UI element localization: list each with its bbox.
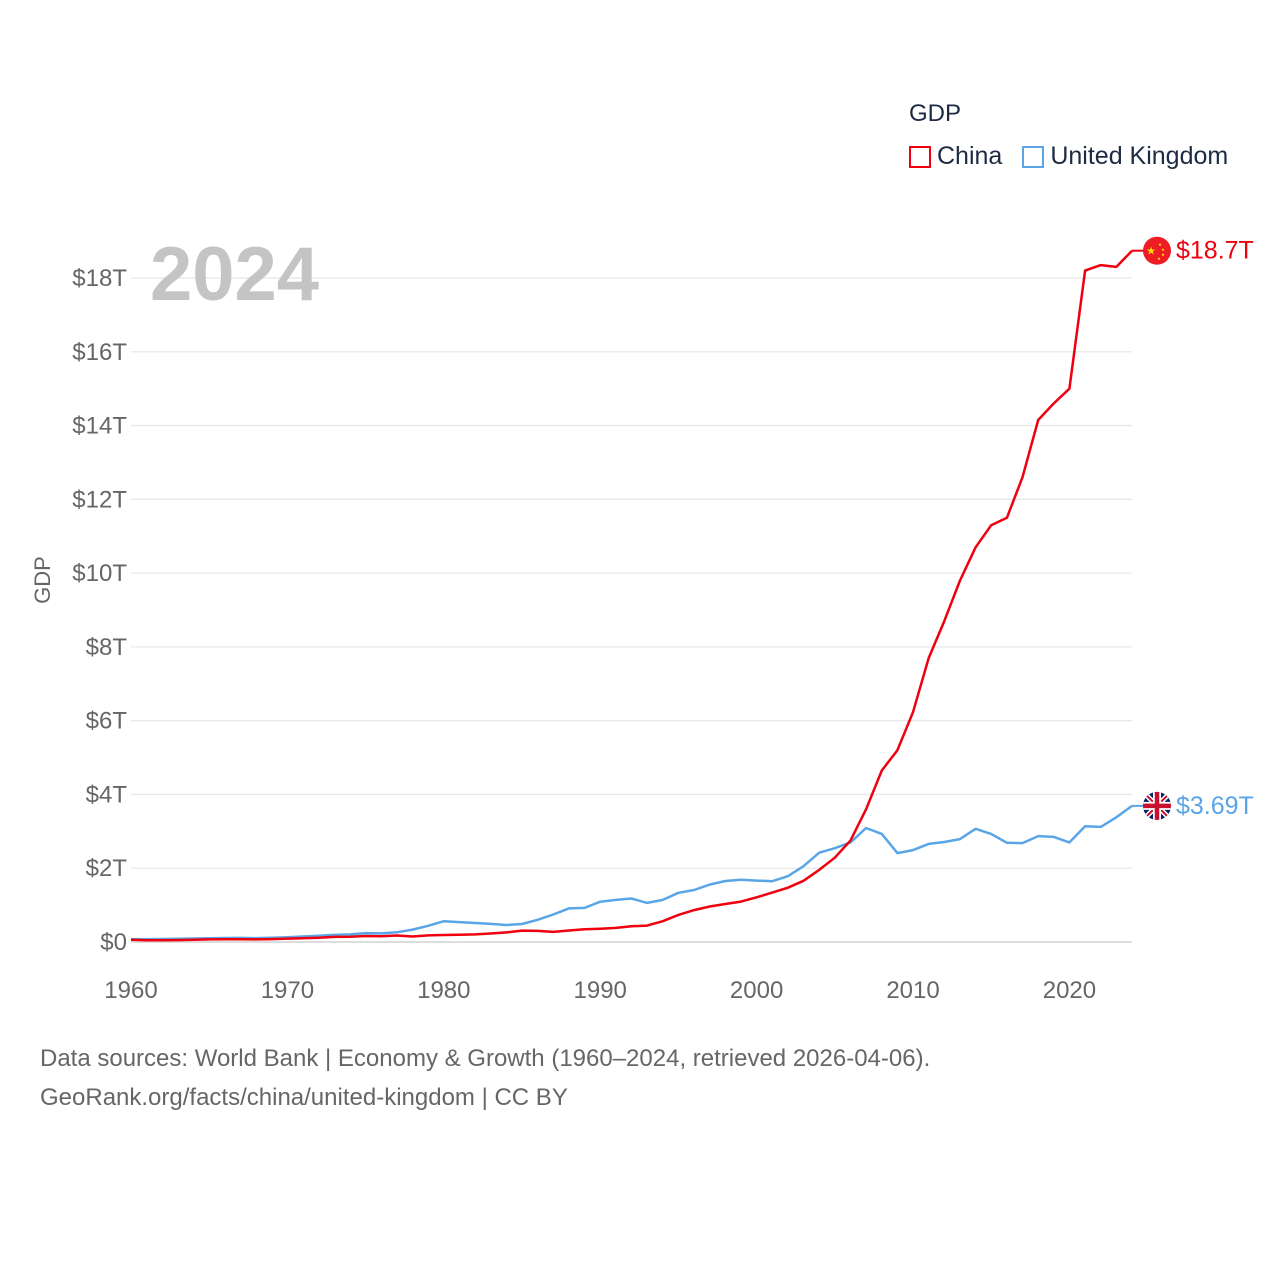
y-tick-label: $6T <box>86 708 128 735</box>
y-tick-label: $16T <box>72 339 127 366</box>
year-label: 2024 <box>150 232 319 317</box>
series-line-united-kingdom <box>130 804 1133 941</box>
legend-label: United Kingdom <box>1050 142 1229 170</box>
footer-link[interactable]: GeoRank.org/facts/china/united-kingdom |… <box>40 1084 568 1111</box>
series-end-value: $18.7T <box>1176 237 1254 265</box>
china-swatch <box>909 145 931 168</box>
x-tick-label: 1990 <box>574 977 627 1004</box>
uk-swatch <box>1022 145 1045 168</box>
y-tick-label: $14T <box>72 413 127 440</box>
series-end-labels: $3.69T ★ $18.7T <box>1132 236 1254 820</box>
svg-text:★: ★ <box>1146 245 1156 258</box>
uk-flag-icon <box>1143 791 1171 820</box>
legend-label: China <box>937 142 1003 170</box>
x-tick-label: 1960 <box>104 977 157 1004</box>
x-tick-label: 1970 <box>261 977 314 1004</box>
series-line-china <box>130 249 1133 942</box>
y-tick-label: $10T <box>72 560 127 587</box>
series-end-value: $3.69T <box>1176 792 1254 820</box>
y-tick-label: $12T <box>72 486 127 513</box>
y-axis-ticks: $0 $2T $4T $6T $8T $10T $12T $14T $16T $18T <box>72 265 127 956</box>
legend-title: GDP <box>909 100 962 127</box>
china-flag-icon: ★ <box>1143 236 1171 265</box>
series-lines <box>130 249 1133 942</box>
y-tick-label: $4T <box>86 781 128 808</box>
y-tick-label: $8T <box>86 634 128 661</box>
x-tick-label: 2020 <box>1043 977 1096 1004</box>
legend-item-china[interactable]: China <box>909 142 1002 171</box>
y-tick-label: $18T <box>72 265 127 292</box>
y-axis-label: GDP <box>30 556 55 604</box>
y-tick-label: $0 <box>100 929 127 956</box>
gridlines <box>131 277 1132 943</box>
x-tick-label: 1980 <box>417 977 470 1004</box>
y-tick-label: $2T <box>86 855 128 882</box>
x-tick-label: 2010 <box>886 977 939 1004</box>
legend-item-united-kingdom[interactable]: United Kingdom <box>1022 142 1228 171</box>
legend: China United Kingdom <box>909 142 1228 171</box>
x-axis-ticks: 1960 1970 1980 1990 2000 2010 2020 <box>104 977 1096 1004</box>
x-tick-label: 2000 <box>730 977 783 1004</box>
footer-sources: Data sources: World Bank | Economy & Gro… <box>40 1045 931 1072</box>
